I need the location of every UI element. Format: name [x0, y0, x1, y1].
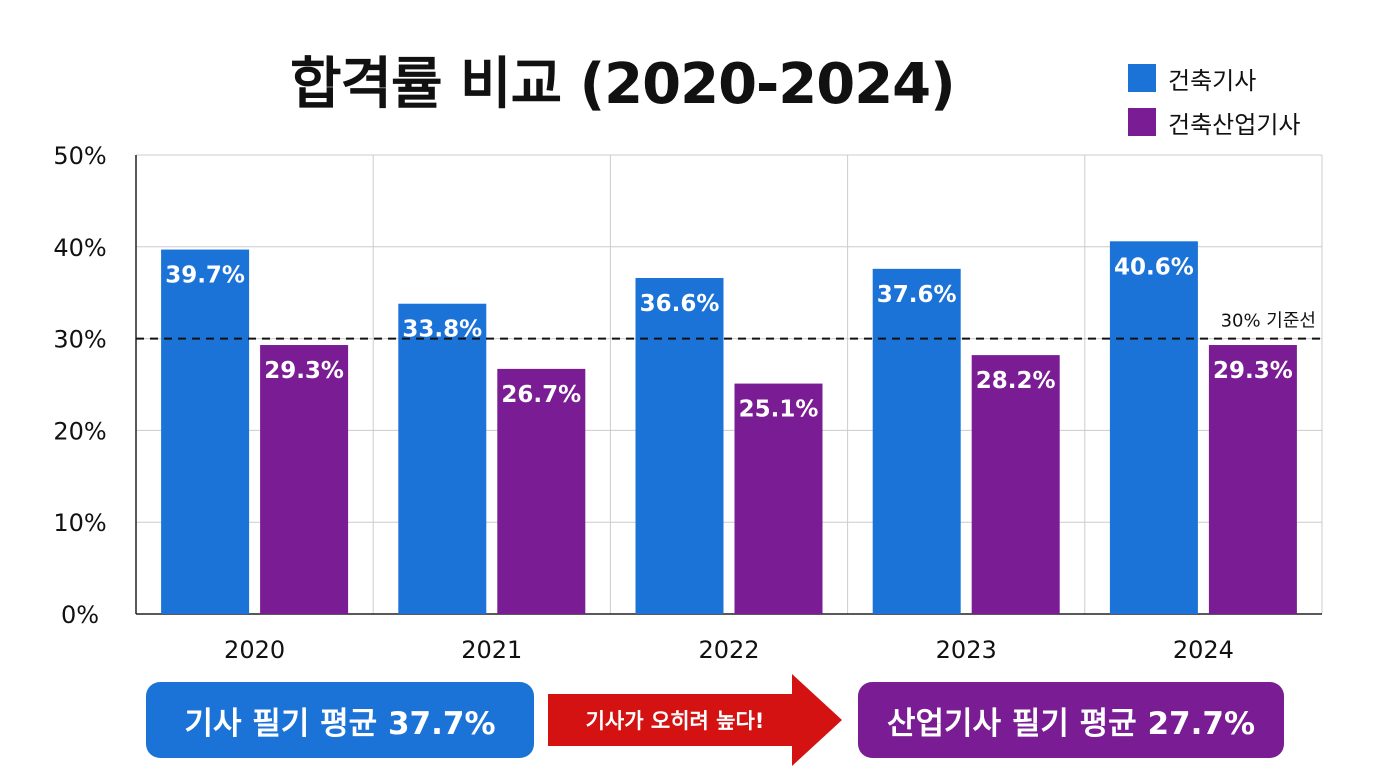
bar-chart: 0% 10% 20% 30% 40% 50% 39.7% 29.3% 2020 33.8% 26.7… — [53, 142, 1323, 664]
bar — [398, 303, 487, 614]
y-tick-label: 10% — [53, 509, 106, 537]
y-tick-label: 0% — [61, 601, 99, 629]
data-label: 26.7% — [501, 382, 581, 408]
bar — [497, 368, 586, 614]
legend-item-industrial-engineer: 건축산업기사 — [1128, 100, 1300, 144]
x-tick-label: 2021 — [461, 636, 522, 664]
data-label: 29.3% — [264, 358, 344, 384]
x-tick-label: 2020 — [224, 636, 285, 664]
summary-engineer-average: 기사 필기 평균 37.7% — [146, 682, 534, 758]
bar — [734, 383, 823, 614]
x-tick-label: 2022 — [698, 636, 759, 664]
data-label: 29.3% — [1213, 358, 1293, 384]
bar — [635, 278, 724, 614]
y-tick-label: 30% — [53, 326, 106, 354]
y-tick-label: 50% — [53, 142, 106, 170]
x-tick-label: 2023 — [936, 636, 997, 664]
data-label: 28.2% — [976, 368, 1056, 394]
summary-industrial-engineer-average: 산업기사 필기 평균 27.7% — [858, 682, 1284, 758]
data-label: 33.8% — [402, 317, 482, 343]
arrow-label: 기사가 오히려 높다! — [585, 709, 765, 733]
legend: 건축기사 건축산업기사 — [1128, 56, 1300, 144]
bar — [971, 355, 1060, 614]
reference-line-label: 30% 기준선 — [1221, 311, 1316, 332]
bar — [1208, 345, 1297, 614]
comparison-arrow: 기사가 오히려 높다! — [548, 674, 842, 766]
legend-item-architecture-engineer: 건축기사 — [1128, 56, 1300, 100]
y-tick-label: 20% — [53, 417, 106, 445]
bar — [1109, 241, 1198, 615]
data-label: 39.7% — [165, 263, 245, 289]
data-label: 36.6% — [640, 291, 720, 317]
bar — [872, 268, 961, 614]
legend-label: 건축산업기사 — [1168, 110, 1301, 139]
chart-title: 합격률 비교 (2020-2024) — [290, 52, 956, 117]
x-tick-label: 2024 — [1173, 636, 1234, 664]
legend-swatch-blue — [1128, 64, 1156, 92]
bar — [260, 345, 349, 614]
data-label: 40.6% — [1114, 254, 1194, 280]
bar — [161, 249, 250, 614]
y-tick-label: 40% — [53, 234, 106, 262]
legend-label: 건축기사 — [1168, 66, 1257, 95]
data-label: 37.6% — [877, 282, 957, 308]
legend-swatch-purple — [1128, 108, 1156, 136]
data-label: 25.1% — [739, 397, 819, 423]
arrow-right-icon — [548, 674, 842, 766]
